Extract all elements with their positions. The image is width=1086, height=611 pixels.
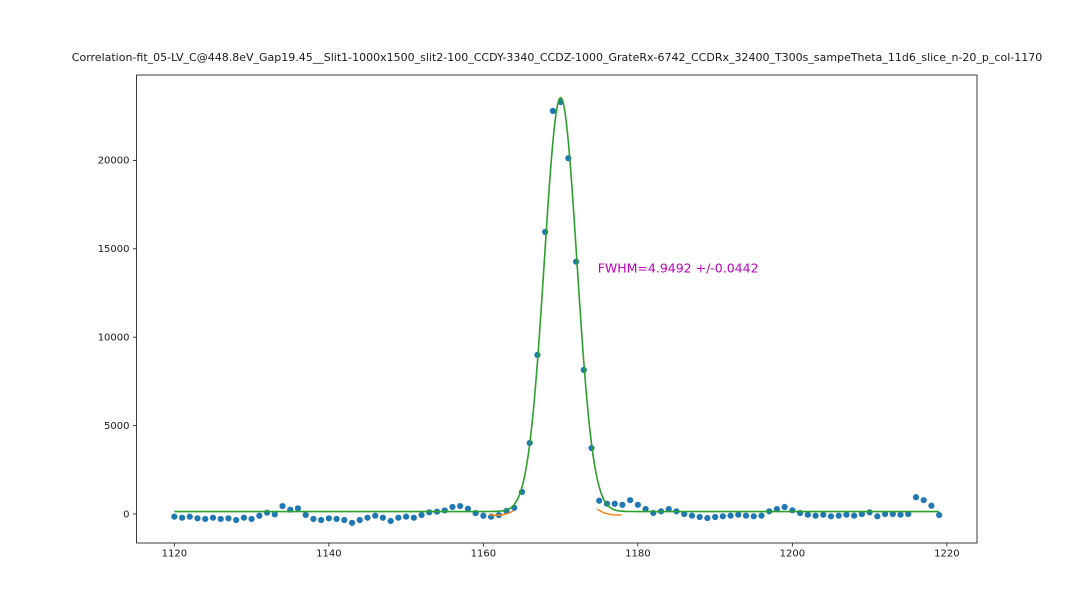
scatter-point [418, 511, 425, 519]
fwhm-annotation: FWHM=4.9492 +/-0.0442 [598, 260, 759, 275]
scatter-point [820, 511, 827, 518]
scatter-point [851, 512, 858, 519]
axes-frame [136, 74, 978, 544]
y-tick-label: 0 [123, 509, 129, 520]
scatter-point [225, 515, 232, 522]
scatter-point [905, 510, 912, 518]
scatter-point [395, 514, 402, 521]
scatter-point [333, 515, 340, 523]
scatter-point [403, 513, 410, 520]
secondary-fit-remnant [596, 508, 622, 516]
scatter-point [449, 503, 456, 511]
chart-title: Correlation-fit_05-LV_C@448.8eV_Gap19.45… [71, 51, 1043, 64]
scatter-point [217, 515, 224, 523]
scatter-point [742, 512, 750, 519]
scatter-point [627, 497, 634, 504]
gaussian-fit [174, 96, 940, 513]
scatter-point [171, 513, 178, 520]
scatter-point [928, 502, 935, 509]
scatter-point [294, 505, 302, 512]
scatter-point [619, 501, 626, 508]
x-tick-label: 1180 [625, 548, 650, 559]
scatter-point [325, 515, 332, 522]
scatter-point [178, 514, 186, 521]
scatter-point [735, 511, 742, 518]
scatter-point [642, 505, 649, 513]
scatter-point [542, 228, 549, 236]
scatter-point [464, 505, 472, 512]
scatter-point [202, 515, 209, 523]
scatter-point [310, 515, 317, 523]
scatter-point [688, 512, 696, 519]
scatter-point [936, 511, 943, 519]
scatter-point [364, 514, 371, 521]
scatter-point [758, 512, 765, 519]
scatter-point [379, 514, 387, 521]
x-tick-label: 1220 [934, 548, 959, 559]
scatter-point [912, 494, 920, 501]
scatter-point [881, 510, 889, 518]
scatter-point [372, 512, 379, 519]
scatter-point [681, 510, 688, 518]
scatter-point [712, 513, 719, 521]
scatter-point [318, 516, 325, 524]
scatter-point [804, 511, 811, 518]
scatter-point [704, 514, 711, 522]
scatter-point [248, 515, 255, 523]
scatter-point [240, 514, 247, 521]
scatter-point [827, 513, 835, 520]
scatter-point [773, 505, 781, 513]
secondary-fit-remnant [488, 510, 515, 516]
scatter-point [194, 515, 201, 522]
scatter-point [356, 516, 363, 524]
scatter-point [348, 519, 356, 526]
scatter-point [611, 500, 618, 507]
scatter-point [789, 507, 796, 514]
scatter-point [457, 502, 464, 510]
scatter-point [719, 513, 726, 520]
scatter-point [480, 512, 487, 519]
scatter-point [750, 513, 757, 520]
scatter-point [263, 509, 271, 516]
y-tick-label: 15000 [98, 244, 130, 255]
scatter-point [812, 512, 819, 519]
scatter-point [874, 513, 881, 520]
scatter-point [271, 511, 278, 518]
x-tick-label: 1120 [162, 548, 187, 559]
scatter-point [596, 497, 603, 504]
scatter-point [920, 497, 927, 504]
scatter-point [302, 511, 309, 519]
scatter-point [209, 514, 217, 521]
scatter-point [341, 516, 348, 524]
scatter-point [549, 107, 556, 114]
scatter-point [186, 513, 193, 520]
x-tick-label: 1140 [316, 548, 341, 559]
y-tick-label: 10000 [98, 333, 130, 344]
scatter-point [279, 502, 286, 510]
scatter-point [410, 514, 417, 521]
scatter-point [858, 510, 865, 518]
y-tick-label: 20000 [98, 156, 130, 167]
scatter-point [889, 510, 896, 518]
scatter-point [441, 507, 448, 514]
scatter-point [387, 517, 394, 525]
scatter-point [256, 512, 263, 519]
scatter-point [897, 511, 904, 518]
y-tick-label: 5000 [104, 421, 129, 432]
scatter-point [835, 512, 842, 519]
scatter-point [665, 505, 672, 513]
scatter-point [634, 501, 641, 508]
x-tick-label: 1160 [471, 548, 496, 559]
scatter-point [233, 516, 240, 524]
scatter-point [781, 503, 788, 511]
scatter-point [727, 512, 734, 519]
scatter-point [696, 513, 703, 521]
scatter-point [843, 511, 850, 518]
x-tick-label: 1200 [780, 548, 805, 559]
